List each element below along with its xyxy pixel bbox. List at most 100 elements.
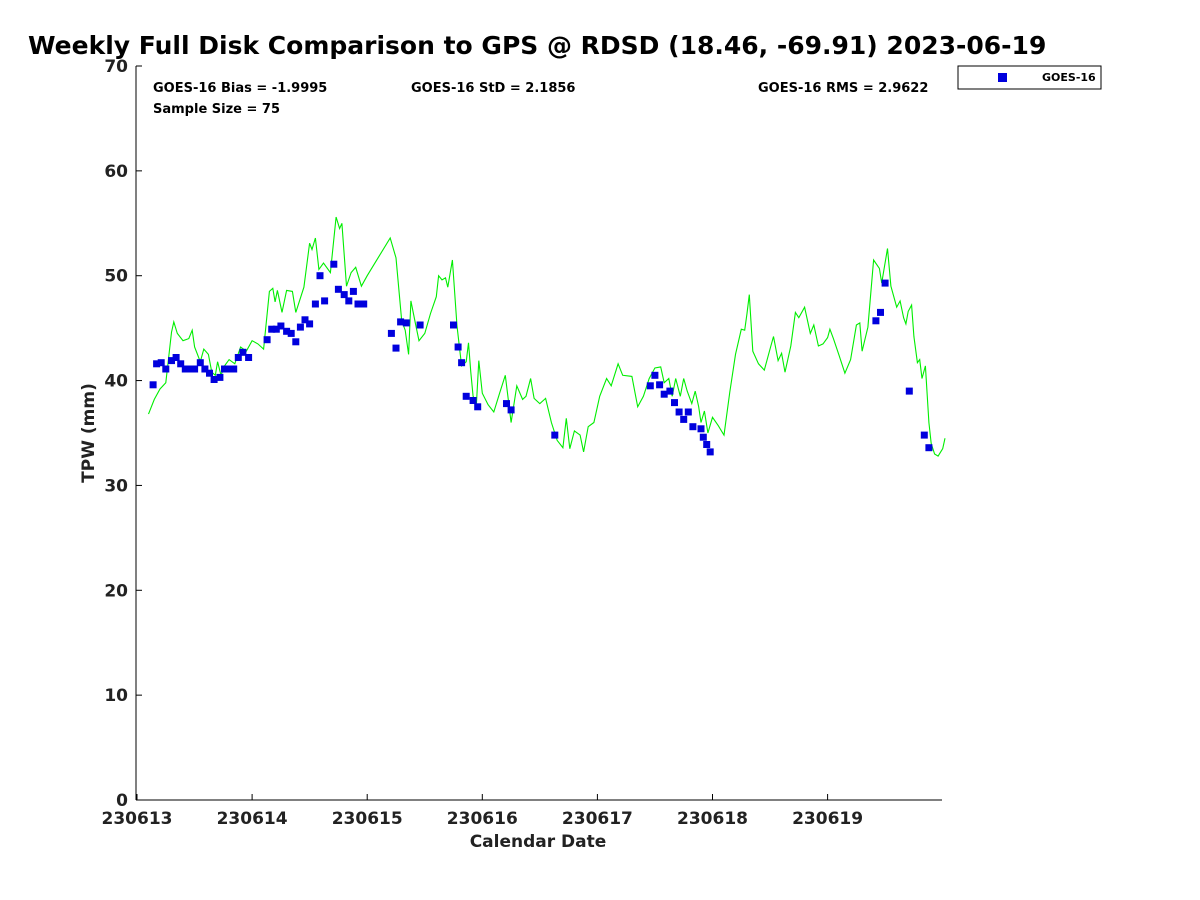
x-tick-label: 230617 xyxy=(562,809,633,829)
goes16-point xyxy=(474,403,482,411)
goes16-point xyxy=(311,300,319,308)
goes16-point xyxy=(656,381,664,389)
goes16-point xyxy=(186,365,194,373)
goes16-point xyxy=(881,279,889,287)
goes16-point xyxy=(706,448,714,456)
sample-size-stat: Sample Size = 75 xyxy=(153,102,280,117)
goes16-point xyxy=(168,357,175,365)
rms-stat: GOES-16 RMS = 2.9622 xyxy=(758,81,928,96)
goes16-point xyxy=(920,431,928,439)
goes16-point xyxy=(330,260,338,268)
goes16-point xyxy=(671,399,678,407)
goes16-point xyxy=(507,406,515,414)
goes16-point xyxy=(646,382,654,390)
goes16-point xyxy=(177,360,185,368)
goes16-point xyxy=(268,325,276,333)
plot-frame xyxy=(135,66,942,801)
series-layer xyxy=(147,216,946,457)
legend-marker xyxy=(998,73,1007,82)
bias-stat: GOES-16 Bias = -1.9995 xyxy=(153,81,327,96)
goes16-point xyxy=(181,365,189,373)
goes16-point xyxy=(699,433,707,441)
y-tick-label: 40 xyxy=(104,372,128,392)
chart-title: Weekly Full Disk Comparison to GPS @ RDS… xyxy=(28,31,1046,60)
y-tick-label: 30 xyxy=(104,476,128,496)
x-tick-label: 230615 xyxy=(332,809,403,829)
y-tick-label: 60 xyxy=(104,162,128,182)
goes16-point xyxy=(905,387,913,395)
goes16-point xyxy=(462,392,470,400)
goes16-point xyxy=(157,359,165,367)
goes16-point xyxy=(354,300,362,308)
goes16-point xyxy=(340,291,348,299)
goes16-point xyxy=(697,425,705,433)
goes16-point xyxy=(458,359,466,367)
goes16-point xyxy=(272,325,280,333)
goes16-point xyxy=(684,408,692,416)
goes16-point xyxy=(153,360,161,368)
x-tick-label: 230618 xyxy=(677,809,748,829)
goes16-point xyxy=(503,400,510,408)
legend-label: GOES-16 xyxy=(1042,71,1096,84)
goes16-point xyxy=(162,365,170,373)
goes16-point xyxy=(660,390,668,398)
goes16-point xyxy=(469,397,477,404)
goes16-point xyxy=(263,336,271,344)
x-axis-ticks: 230613 230614 230615 230616 230617 230618 2306… xyxy=(102,794,863,829)
y-axis-ticks: 0 10 20 30 40 50 60 70 xyxy=(104,57,142,811)
goes16-point xyxy=(454,343,462,351)
goes16-point xyxy=(321,297,329,305)
goes16-point xyxy=(149,381,157,389)
y-axis-label: TPW (mm) xyxy=(79,383,99,483)
goes16-point xyxy=(172,354,180,361)
x-tick-label: 230619 xyxy=(792,809,863,829)
x-tick-label: 230616 xyxy=(447,809,518,829)
y-tick-label: 50 xyxy=(104,267,128,287)
goes16-point xyxy=(206,369,213,377)
goes16-point xyxy=(689,423,697,431)
goes16-point xyxy=(301,316,309,324)
goes16-point xyxy=(387,329,395,337)
goes16-point xyxy=(877,308,884,316)
goes16-point xyxy=(334,285,342,293)
x-axis-label: Calendar Date xyxy=(470,832,607,852)
goes16-point xyxy=(225,365,233,373)
goes16-point xyxy=(397,318,405,326)
goes16-point xyxy=(245,354,253,361)
goes16-point xyxy=(345,297,353,305)
goes16-point xyxy=(292,338,300,346)
y-tick-label: 70 xyxy=(104,57,128,77)
goes16-point xyxy=(666,387,674,395)
goes16-point xyxy=(201,365,209,373)
goes16-point xyxy=(925,444,933,452)
legend-box xyxy=(957,65,1102,90)
goes16-point xyxy=(230,365,238,373)
goes16-point xyxy=(416,321,424,329)
goes16-point xyxy=(675,408,683,416)
goes16-point xyxy=(392,344,400,352)
goes16-point xyxy=(196,359,204,367)
goes16-point xyxy=(360,300,368,308)
legend: GOES-16 xyxy=(957,65,1102,90)
x-tick-label: 230613 xyxy=(102,809,173,829)
goes16-point xyxy=(703,441,711,448)
y-tick-label: 10 xyxy=(104,686,128,706)
goes16-point xyxy=(216,373,224,381)
goes16-point xyxy=(680,415,688,423)
goes16-point xyxy=(296,323,304,331)
goes16-point xyxy=(210,376,218,383)
goes16-point xyxy=(402,319,410,327)
x-tick-label: 230614 xyxy=(217,809,288,829)
goes16-point xyxy=(287,329,295,337)
goes16-point xyxy=(191,365,199,373)
goes16-point xyxy=(221,365,228,373)
goes16-point xyxy=(651,371,659,379)
goes16-point xyxy=(316,272,324,280)
goes16-point xyxy=(234,354,242,361)
gps-tpw-line xyxy=(147,216,946,457)
goes16-point xyxy=(277,322,285,330)
goes16-point xyxy=(239,348,247,356)
goes16-point xyxy=(283,327,291,335)
goes16-point xyxy=(551,431,559,439)
